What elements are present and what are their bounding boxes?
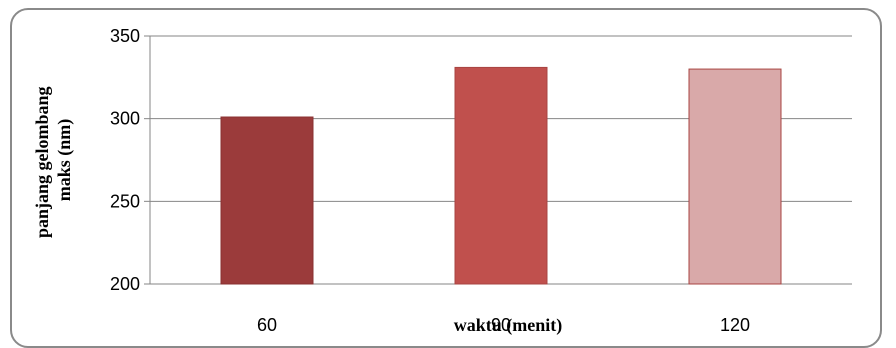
x-tick-label: 90 — [491, 315, 511, 335]
bar-120 — [688, 68, 782, 285]
bars — [220, 66, 782, 285]
y-tick-label: 350 — [110, 26, 140, 46]
y-tick-label: 200 — [110, 274, 140, 294]
y-tick-label: 250 — [110, 191, 140, 211]
y-tick-label: 300 — [110, 109, 140, 129]
bar-90 — [454, 66, 548, 285]
x-tick-label: 120 — [720, 315, 750, 335]
tick-labels: 200 250 300 350 60 90 120 — [110, 26, 750, 335]
y-axis-title: panjang gelombang maks (nm) — [32, 82, 75, 238]
x-axis-title: waktu (menit) — [454, 315, 563, 336]
y-axis-title-line-1: panjang gelombang — [32, 86, 52, 238]
bar-chart: 200 250 300 350 60 90 120 waktu (menit) panjan… — [32, 26, 852, 336]
y-axis-title-line-2: maks (nm) — [54, 119, 75, 202]
bar-60 — [220, 116, 314, 285]
x-tick-label: 60 — [257, 315, 277, 335]
